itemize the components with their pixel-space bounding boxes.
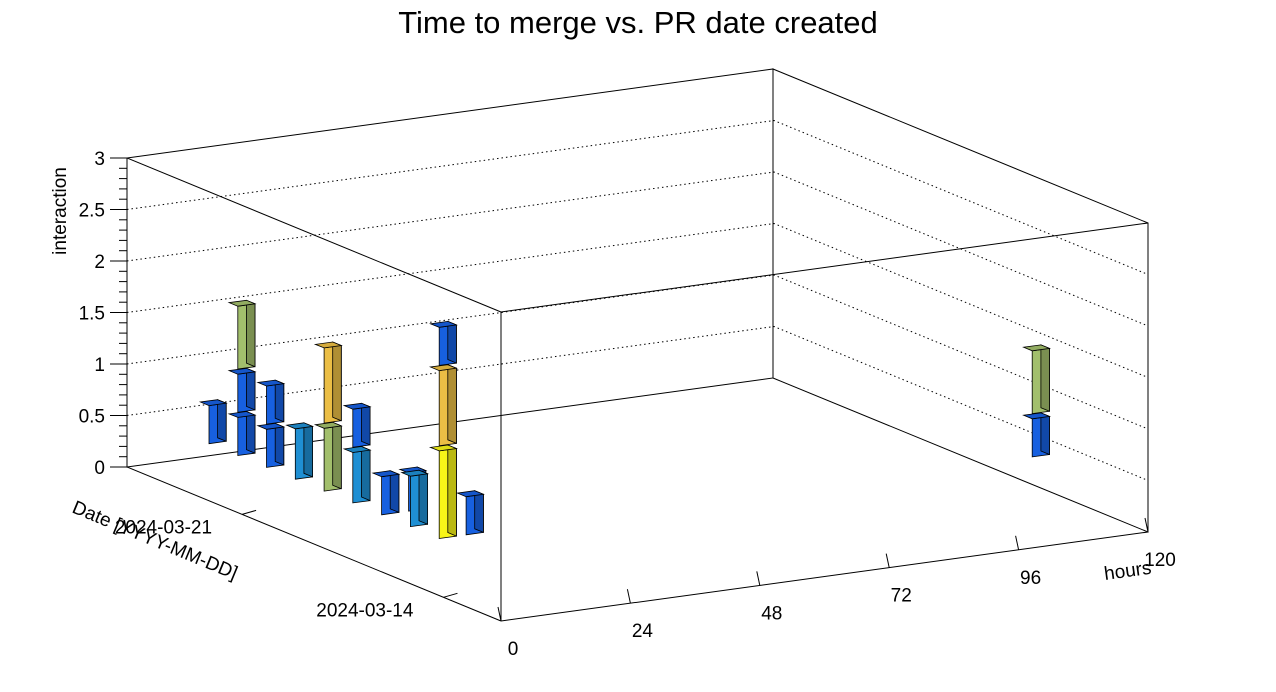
x-tick — [1144, 517, 1149, 533]
z-gridlines — [126, 119, 1149, 481]
bar — [313, 421, 343, 492]
y-tick — [443, 592, 458, 598]
z-tick-label: 3 — [94, 149, 105, 170]
x-tick — [626, 589, 631, 604]
z-tick-label: 2.5 — [79, 201, 105, 222]
bar-top-face — [1022, 344, 1052, 352]
z-axis: 0 0.5 1 1.5 2 2.5 3 — [79, 149, 128, 479]
x-tick — [756, 571, 761, 586]
bar-top-face — [1022, 412, 1052, 420]
bar-side-face — [245, 410, 256, 454]
bar-side-face — [361, 402, 371, 446]
bar — [428, 444, 458, 539]
x-tick-label: 24 — [632, 621, 654, 642]
x-tick-label: 0 — [508, 639, 519, 660]
z-gridline — [126, 222, 1149, 378]
z-tick-label: 2 — [94, 252, 105, 273]
bar — [428, 320, 458, 366]
bar-top-face — [313, 341, 343, 349]
bar-top-face — [455, 490, 485, 498]
z-gridline — [126, 171, 1149, 327]
chart-title: Time to merge vs. PR date created — [398, 5, 878, 40]
bar-side-face — [217, 399, 227, 442]
bar-top-face — [342, 402, 372, 410]
x-tick — [497, 606, 502, 622]
bar — [1022, 412, 1052, 458]
bar-side-face — [1040, 412, 1050, 456]
x-tick — [885, 553, 890, 568]
y-tick — [241, 509, 257, 515]
top-edge-front — [500, 222, 1149, 313]
bar — [1022, 344, 1052, 415]
bar-side-face — [447, 320, 457, 364]
x-tick-label: 48 — [761, 603, 782, 624]
bar-side-face — [245, 299, 256, 368]
bar — [455, 490, 485, 536]
bar-side-face — [332, 341, 342, 422]
x-tick-label: 120 — [1144, 550, 1176, 571]
x-tick-label: 96 — [1020, 568, 1041, 589]
bar — [400, 469, 430, 528]
bar-side-face — [474, 490, 484, 533]
z-tick-label: 0.5 — [79, 407, 105, 428]
x-axis-title: hours — [1103, 558, 1153, 585]
z-gridline — [126, 119, 1149, 275]
bar — [371, 470, 401, 516]
bar-top-face — [256, 422, 286, 430]
bar-side-face — [447, 444, 457, 537]
bar-side-face — [274, 422, 285, 466]
bar-side-face — [418, 469, 429, 525]
right-back-wall — [772, 68, 1149, 533]
plot-frame — [126, 68, 1149, 622]
bar-top-face — [400, 469, 430, 477]
bar — [313, 341, 343, 424]
z-gridline — [126, 325, 1149, 481]
x-axis: 0 24 48 72 96 120 — [497, 517, 1176, 660]
y-tick-label: 2024-03-14 — [316, 600, 414, 621]
z-gridline — [126, 274, 1149, 430]
bar — [256, 422, 286, 468]
floor-edge-front — [500, 531, 1149, 622]
y-axis-title: Date [YYYY-MM-DD] — [69, 497, 240, 584]
bar-side-face — [303, 422, 314, 478]
bar-top-face — [256, 379, 286, 387]
z-tick-label: 0 — [94, 458, 105, 479]
bar — [285, 422, 315, 480]
bar — [342, 445, 372, 504]
z-tick-label: 1.5 — [79, 304, 105, 325]
bar-top-face — [428, 364, 458, 372]
bar-side-face — [332, 421, 342, 490]
bar — [227, 367, 257, 413]
y-axis: 2024-03-14 2024-03-21 — [115, 509, 458, 621]
bar-side-face — [389, 470, 400, 513]
bar-top-face — [198, 399, 228, 407]
bar — [256, 379, 286, 425]
x-tick — [1015, 535, 1020, 550]
bars-group — [198, 299, 1052, 539]
bar-side-face — [245, 367, 256, 411]
top-edge-left — [126, 157, 502, 313]
z-axis-title: interaction — [50, 167, 71, 255]
floor-edge-left — [126, 466, 502, 622]
bar — [428, 364, 458, 447]
y-tick-label: 2024-03-21 — [115, 517, 212, 538]
x-tick-label: 72 — [891, 586, 912, 607]
bar — [227, 299, 257, 370]
bar — [198, 399, 228, 445]
bar — [227, 410, 257, 456]
bar-side-face — [447, 364, 457, 445]
bar-side-face — [1040, 344, 1050, 412]
bar-top-face — [227, 299, 257, 307]
bar-side-face — [274, 379, 285, 423]
bar-top-face — [227, 367, 257, 375]
bar-top-face — [371, 470, 401, 478]
bar — [342, 402, 372, 448]
z-tick-label: 1 — [94, 355, 105, 376]
bar-top-face — [285, 422, 315, 430]
bar-side-face — [361, 445, 371, 502]
bar-top-face — [428, 320, 458, 328]
bar-top-face — [342, 446, 372, 453]
